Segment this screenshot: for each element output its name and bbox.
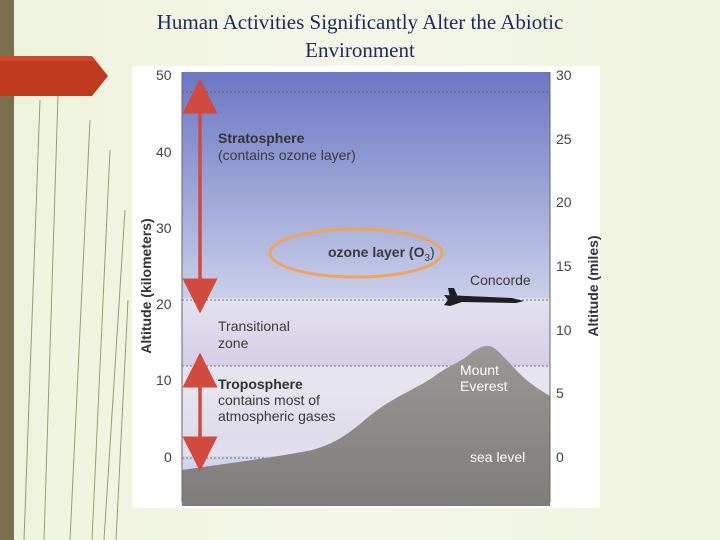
concorde-icon: [444, 288, 524, 306]
transitional-zone-label-line1: Transitional: [218, 318, 290, 334]
ozone-layer-subscript: 3: [424, 252, 431, 264]
right-tick-15: 15: [556, 258, 572, 274]
left-axis-title: Altitude (kilometers): [138, 218, 154, 354]
ozone-layer-close: ): [430, 244, 435, 260]
everest-label-line2: Everest: [460, 378, 508, 394]
right-tick-10: 10: [556, 322, 572, 338]
ozone-ring: [268, 227, 444, 279]
everest-label-line1: Mount: [460, 362, 499, 378]
right-tick-5: 5: [556, 385, 564, 401]
atmosphere-figure: 50 40 30 20 10 0 30 25 20 15 10 5 0 Alti…: [132, 66, 601, 508]
stratosphere-note: (contains ozone layer): [218, 147, 356, 163]
right-tick-30: 30: [556, 67, 572, 83]
slide-title-line2: Environment: [305, 38, 415, 62]
decorative-lines: [23, 94, 129, 540]
sidebar-strip: [0, 0, 14, 540]
stratosphere-label: Stratosphere: [218, 130, 305, 146]
right-tick-20: 20: [556, 194, 572, 210]
accent-tab: [0, 56, 108, 96]
left-tick-10: 10: [156, 372, 172, 388]
troposphere-line2: atmospheric gases: [218, 408, 336, 424]
transitional-zone-label-line2: zone: [218, 335, 249, 351]
right-axis-title: Altitude (miles): [585, 235, 601, 337]
sea-level-label: sea level: [470, 449, 526, 465]
troposphere-label: Troposphere: [218, 376, 303, 392]
left-tick-20: 20: [156, 296, 172, 312]
right-tick-0: 0: [556, 449, 564, 465]
mountain-shape: [182, 345, 550, 506]
troposphere-line1: contains most of: [218, 392, 320, 408]
concorde-label: Concorde: [470, 272, 531, 288]
ozone-layer-text: ozone layer (O: [328, 244, 425, 260]
right-tick-25: 25: [556, 131, 572, 147]
left-tick-30: 30: [156, 220, 172, 236]
atmosphere-diagram-svg: [181, 72, 551, 506]
slide-title: Human Activities Significantly Alter the…: [0, 8, 720, 64]
ozone-layer-label: ozone layer (O3): [328, 244, 435, 267]
slide-title-line1: Human Activities Significantly Alter the…: [156, 10, 564, 34]
left-tick-40: 40: [156, 144, 172, 160]
left-tick-0: 0: [164, 449, 172, 465]
left-tick-50: 50: [156, 67, 172, 83]
